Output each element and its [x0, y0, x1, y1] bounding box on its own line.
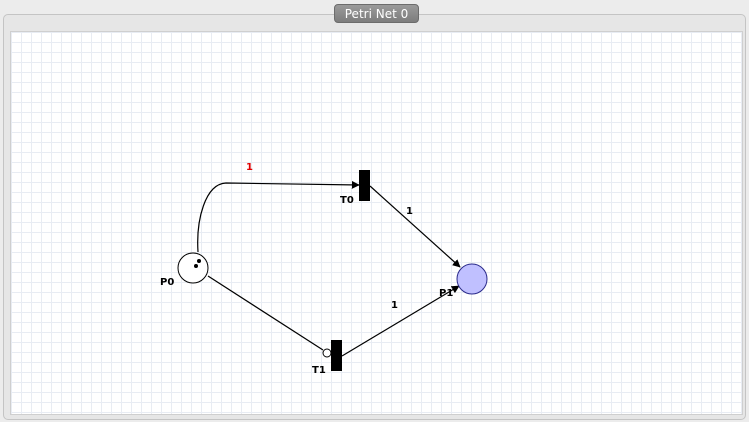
arc-t0-p1[interactable] — [369, 185, 461, 268]
transition-t1[interactable] — [331, 340, 342, 371]
arc-p0-t0[interactable] — [197, 180, 360, 253]
arc-p0-t1-inhibitor[interactable] — [207, 275, 324, 351]
place-p1[interactable] — [456, 263, 488, 295]
transition-t1-label: T1 — [312, 365, 326, 376]
transition-t0[interactable] — [359, 170, 370, 201]
tab-petri-net-0[interactable]: Petri Net 0 — [334, 4, 419, 23]
transition-t0-label: T0 — [340, 195, 354, 206]
arc-weight-p0-t0: 1 — [246, 162, 253, 173]
arc-t1-p1[interactable] — [341, 285, 460, 357]
token-icon — [194, 264, 198, 268]
arc-weight-t1-p1: 1 — [391, 300, 398, 311]
place-p1-label: P1 — [439, 288, 453, 299]
place-p0-label: P0 — [160, 277, 174, 288]
place-p0-circle[interactable] — [177, 252, 209, 284]
editor-canvas[interactable] — [10, 31, 743, 415]
token-icon — [197, 259, 201, 263]
inhibitor-circle-icon — [322, 348, 332, 358]
place-p0[interactable] — [177, 252, 209, 284]
arc-weight-t0-p1: 1 — [406, 206, 413, 217]
